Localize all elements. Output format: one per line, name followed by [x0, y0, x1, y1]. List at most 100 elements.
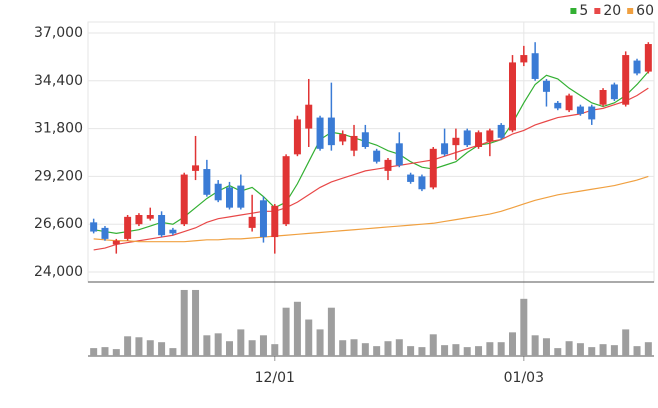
volume-bar	[542, 338, 550, 356]
volume-bar	[497, 342, 505, 356]
y-tick-label: 31,800	[34, 121, 83, 137]
volume-bar	[531, 335, 539, 356]
candle-body	[509, 62, 516, 131]
ma-line	[93, 87, 649, 251]
candle-body	[441, 143, 449, 155]
candle-body	[463, 130, 471, 146]
candle-body	[486, 130, 494, 142]
volume-bar	[452, 344, 460, 356]
volume-bar	[418, 347, 426, 356]
volume-bar	[146, 340, 154, 356]
candle-body	[203, 169, 211, 195]
candle-body	[418, 176, 426, 190]
candle-body	[588, 106, 596, 120]
y-tick-label: 37,000	[34, 25, 83, 41]
candle-body	[599, 89, 607, 105]
candle-body	[282, 156, 290, 225]
candle-body	[226, 187, 233, 208]
volume-bar	[112, 349, 120, 356]
y-tick-label: 24,000	[34, 264, 83, 280]
candle-body	[542, 80, 550, 92]
volume-bar	[576, 343, 584, 356]
candle-body	[237, 185, 245, 208]
candle-body	[305, 104, 313, 129]
ma-line	[93, 175, 649, 243]
candle-body	[633, 60, 641, 74]
volume-bar	[90, 348, 98, 356]
candle-body	[146, 215, 154, 219]
volume-bar	[192, 289, 200, 356]
legend-label: 5	[579, 3, 588, 19]
candle-body	[293, 119, 301, 155]
volume-bar	[407, 346, 415, 356]
candle-body	[361, 132, 369, 147]
candle-body	[576, 106, 584, 114]
candle-body	[373, 150, 381, 162]
legend-swatch	[627, 8, 634, 14]
candle-body	[475, 132, 483, 147]
volume-bar	[203, 335, 211, 356]
volume-bar	[429, 334, 437, 356]
legend-swatch	[570, 8, 577, 14]
candle-body	[180, 174, 188, 225]
volume-bar	[463, 347, 471, 356]
volume-bar	[293, 301, 301, 356]
volume-bar	[259, 335, 267, 356]
x-tick-label: 12/01	[255, 370, 295, 386]
x-tick-label: 01/03	[504, 370, 544, 386]
candle-body	[622, 55, 630, 105]
candle-body	[644, 44, 652, 72]
candle-body	[520, 55, 528, 63]
legend-label: 60	[636, 3, 654, 19]
candle-body	[327, 117, 335, 146]
y-tick-label: 34,400	[34, 73, 83, 89]
ma-line	[93, 71, 649, 235]
candle-body	[610, 84, 618, 100]
candle-body	[407, 174, 415, 182]
volume-bar	[327, 307, 335, 356]
candle-body	[350, 135, 358, 151]
legend-swatch	[594, 8, 601, 14]
candle-body	[531, 53, 539, 79]
volume-bar	[214, 333, 222, 356]
candle-body	[214, 183, 222, 201]
candle-body	[271, 205, 279, 238]
volume-bar	[622, 329, 630, 356]
candle-body	[248, 216, 256, 228]
volume-bar	[135, 337, 143, 356]
volume-bar	[486, 342, 494, 356]
volume-bar	[305, 319, 313, 356]
candle-body	[316, 117, 324, 149]
volume-bar	[226, 341, 233, 356]
candle-body	[384, 159, 392, 171]
candle-body	[259, 200, 267, 238]
candle-body	[452, 137, 460, 146]
candle-body	[158, 215, 166, 236]
volume-bar	[588, 347, 596, 356]
candle-body	[135, 215, 143, 225]
volume-bar	[282, 307, 290, 356]
y-tick-label: 29,200	[34, 168, 83, 184]
volume-bar	[610, 345, 618, 356]
candle-body	[192, 165, 200, 171]
volume-bar	[395, 339, 403, 356]
candle-body	[339, 134, 347, 142]
volume-bar	[361, 343, 369, 356]
candle-body	[101, 227, 109, 239]
volume-bar	[554, 348, 562, 356]
volume-bar	[169, 348, 177, 356]
candle-body	[395, 143, 403, 166]
candle-body	[565, 95, 573, 111]
candle-body	[169, 229, 177, 234]
volume-bar	[644, 342, 652, 356]
volume-bar	[565, 341, 573, 356]
candle-body	[554, 102, 562, 109]
volume-bar	[599, 344, 607, 356]
volume-bar	[384, 341, 392, 356]
candle-body	[124, 216, 132, 239]
volume-bar	[248, 340, 256, 356]
candle-body	[112, 240, 120, 245]
volume-bar	[475, 346, 483, 356]
candle-body	[90, 222, 98, 232]
